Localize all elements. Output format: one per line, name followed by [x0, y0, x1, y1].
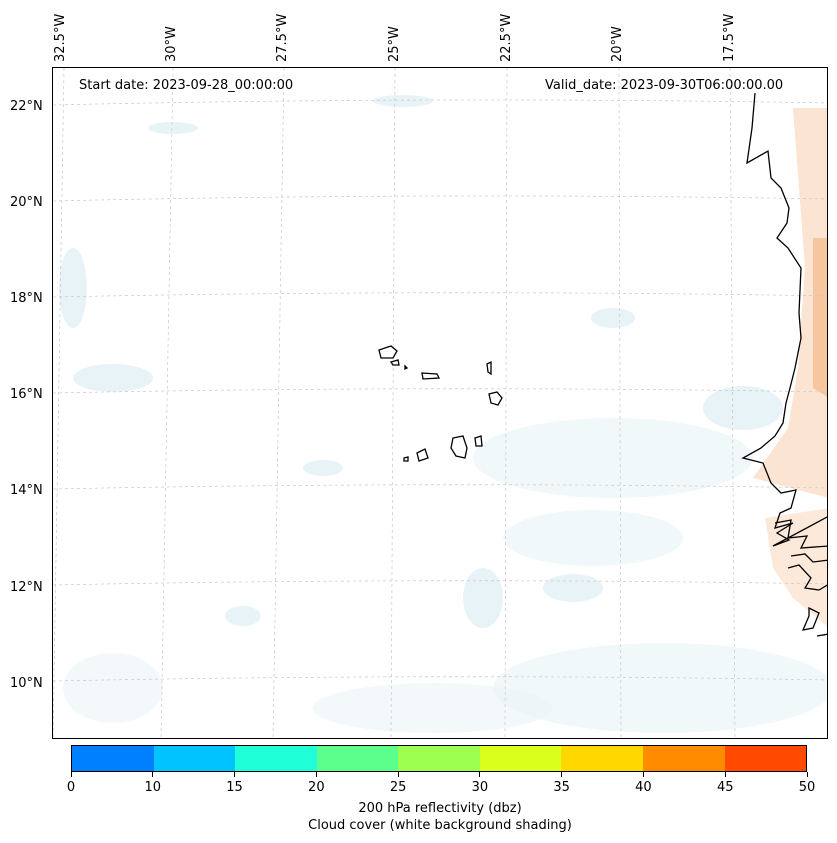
- colorbar-tick-label: 25: [389, 780, 407, 795]
- colorbar-tick-label: 20: [308, 780, 325, 795]
- colorbar-segment: [642, 746, 725, 771]
- lat-label-16n: 16°N: [10, 387, 43, 402]
- colorbar-tick: [724, 772, 726, 777]
- colorbar-segment: [72, 746, 154, 771]
- map-panel[interactable]: [52, 67, 828, 739]
- colorbar-segment: [724, 746, 807, 771]
- colorbar-segment: [561, 746, 643, 771]
- lon-label-17.5w: 17.5°W: [722, 13, 737, 62]
- valid-date-label: Valid_date: 2023-09-30T06:00:00.00: [545, 78, 784, 93]
- lon-label-22.5w: 22.5°W: [499, 13, 514, 62]
- colorbar-segment: [153, 746, 236, 771]
- colorbar-tick-label: 30: [471, 780, 489, 795]
- start-date-label: Start date: 2023-09-28_00:00:00: [79, 78, 294, 93]
- cloud-cover-shading: [59, 95, 827, 733]
- map-canvas: [53, 68, 827, 738]
- lat-label-10n: 10°N: [10, 676, 43, 691]
- colorbar-tick: [561, 772, 563, 777]
- coastline: [741, 92, 827, 637]
- lon-label-30w: 30°W: [164, 26, 179, 62]
- colorbar-segment: [398, 746, 480, 771]
- colorbar-tick: [642, 772, 644, 777]
- colorbar-segment: [316, 746, 399, 771]
- colorbar-tick-label: 10: [144, 780, 162, 795]
- colorbar-tick: [479, 772, 481, 777]
- graticule: [53, 68, 827, 738]
- colorbar-tick: [234, 772, 236, 777]
- lat-label-20n: 20°N: [10, 195, 43, 210]
- colorbar-tick: [397, 772, 399, 777]
- lat-label-12n: 12°N: [10, 580, 43, 595]
- cape-verde-islands: [378, 345, 503, 462]
- colorbar-tick-label: 50: [798, 780, 816, 795]
- colorbar-sublabel: Cloud cover (white background shading): [308, 818, 572, 833]
- colorbar-tick-label: 45: [716, 780, 734, 795]
- colorbar-tick: [152, 772, 154, 777]
- colorbar-tick-label: 40: [635, 780, 652, 795]
- lat-label-18n: 18°N: [10, 291, 43, 306]
- lat-label-22n: 22°N: [10, 99, 43, 114]
- colorbar: [71, 745, 807, 772]
- lon-label-32.5w: 32.5°W: [53, 13, 68, 62]
- colorbar-tick-label: 0: [66, 780, 76, 795]
- colorbar-tick: [70, 772, 72, 777]
- lat-label-14n: 14°N: [10, 483, 43, 498]
- colorbar-segment: [235, 746, 317, 771]
- colorbar-segment: [479, 746, 562, 771]
- lon-label-20w: 20°W: [610, 26, 625, 62]
- lon-label-25w: 25°W: [387, 26, 402, 62]
- colorbar-label: 200 hPa reflectivity (dbz): [358, 801, 522, 816]
- reflectivity-shading: [753, 108, 827, 627]
- colorbar-tick-label: 15: [226, 780, 243, 795]
- colorbar-tick: [315, 772, 317, 777]
- colorbar-tick: [806, 772, 808, 777]
- lon-label-27.5w: 27.5°W: [275, 13, 290, 62]
- colorbar-tick-label: 35: [553, 780, 570, 795]
